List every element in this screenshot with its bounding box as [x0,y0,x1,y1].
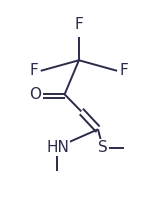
Text: S: S [98,141,108,156]
Text: F: F [75,17,83,32]
Text: HN: HN [46,140,69,155]
Text: F: F [30,63,38,78]
Text: F: F [120,63,128,78]
Text: O: O [29,87,41,102]
